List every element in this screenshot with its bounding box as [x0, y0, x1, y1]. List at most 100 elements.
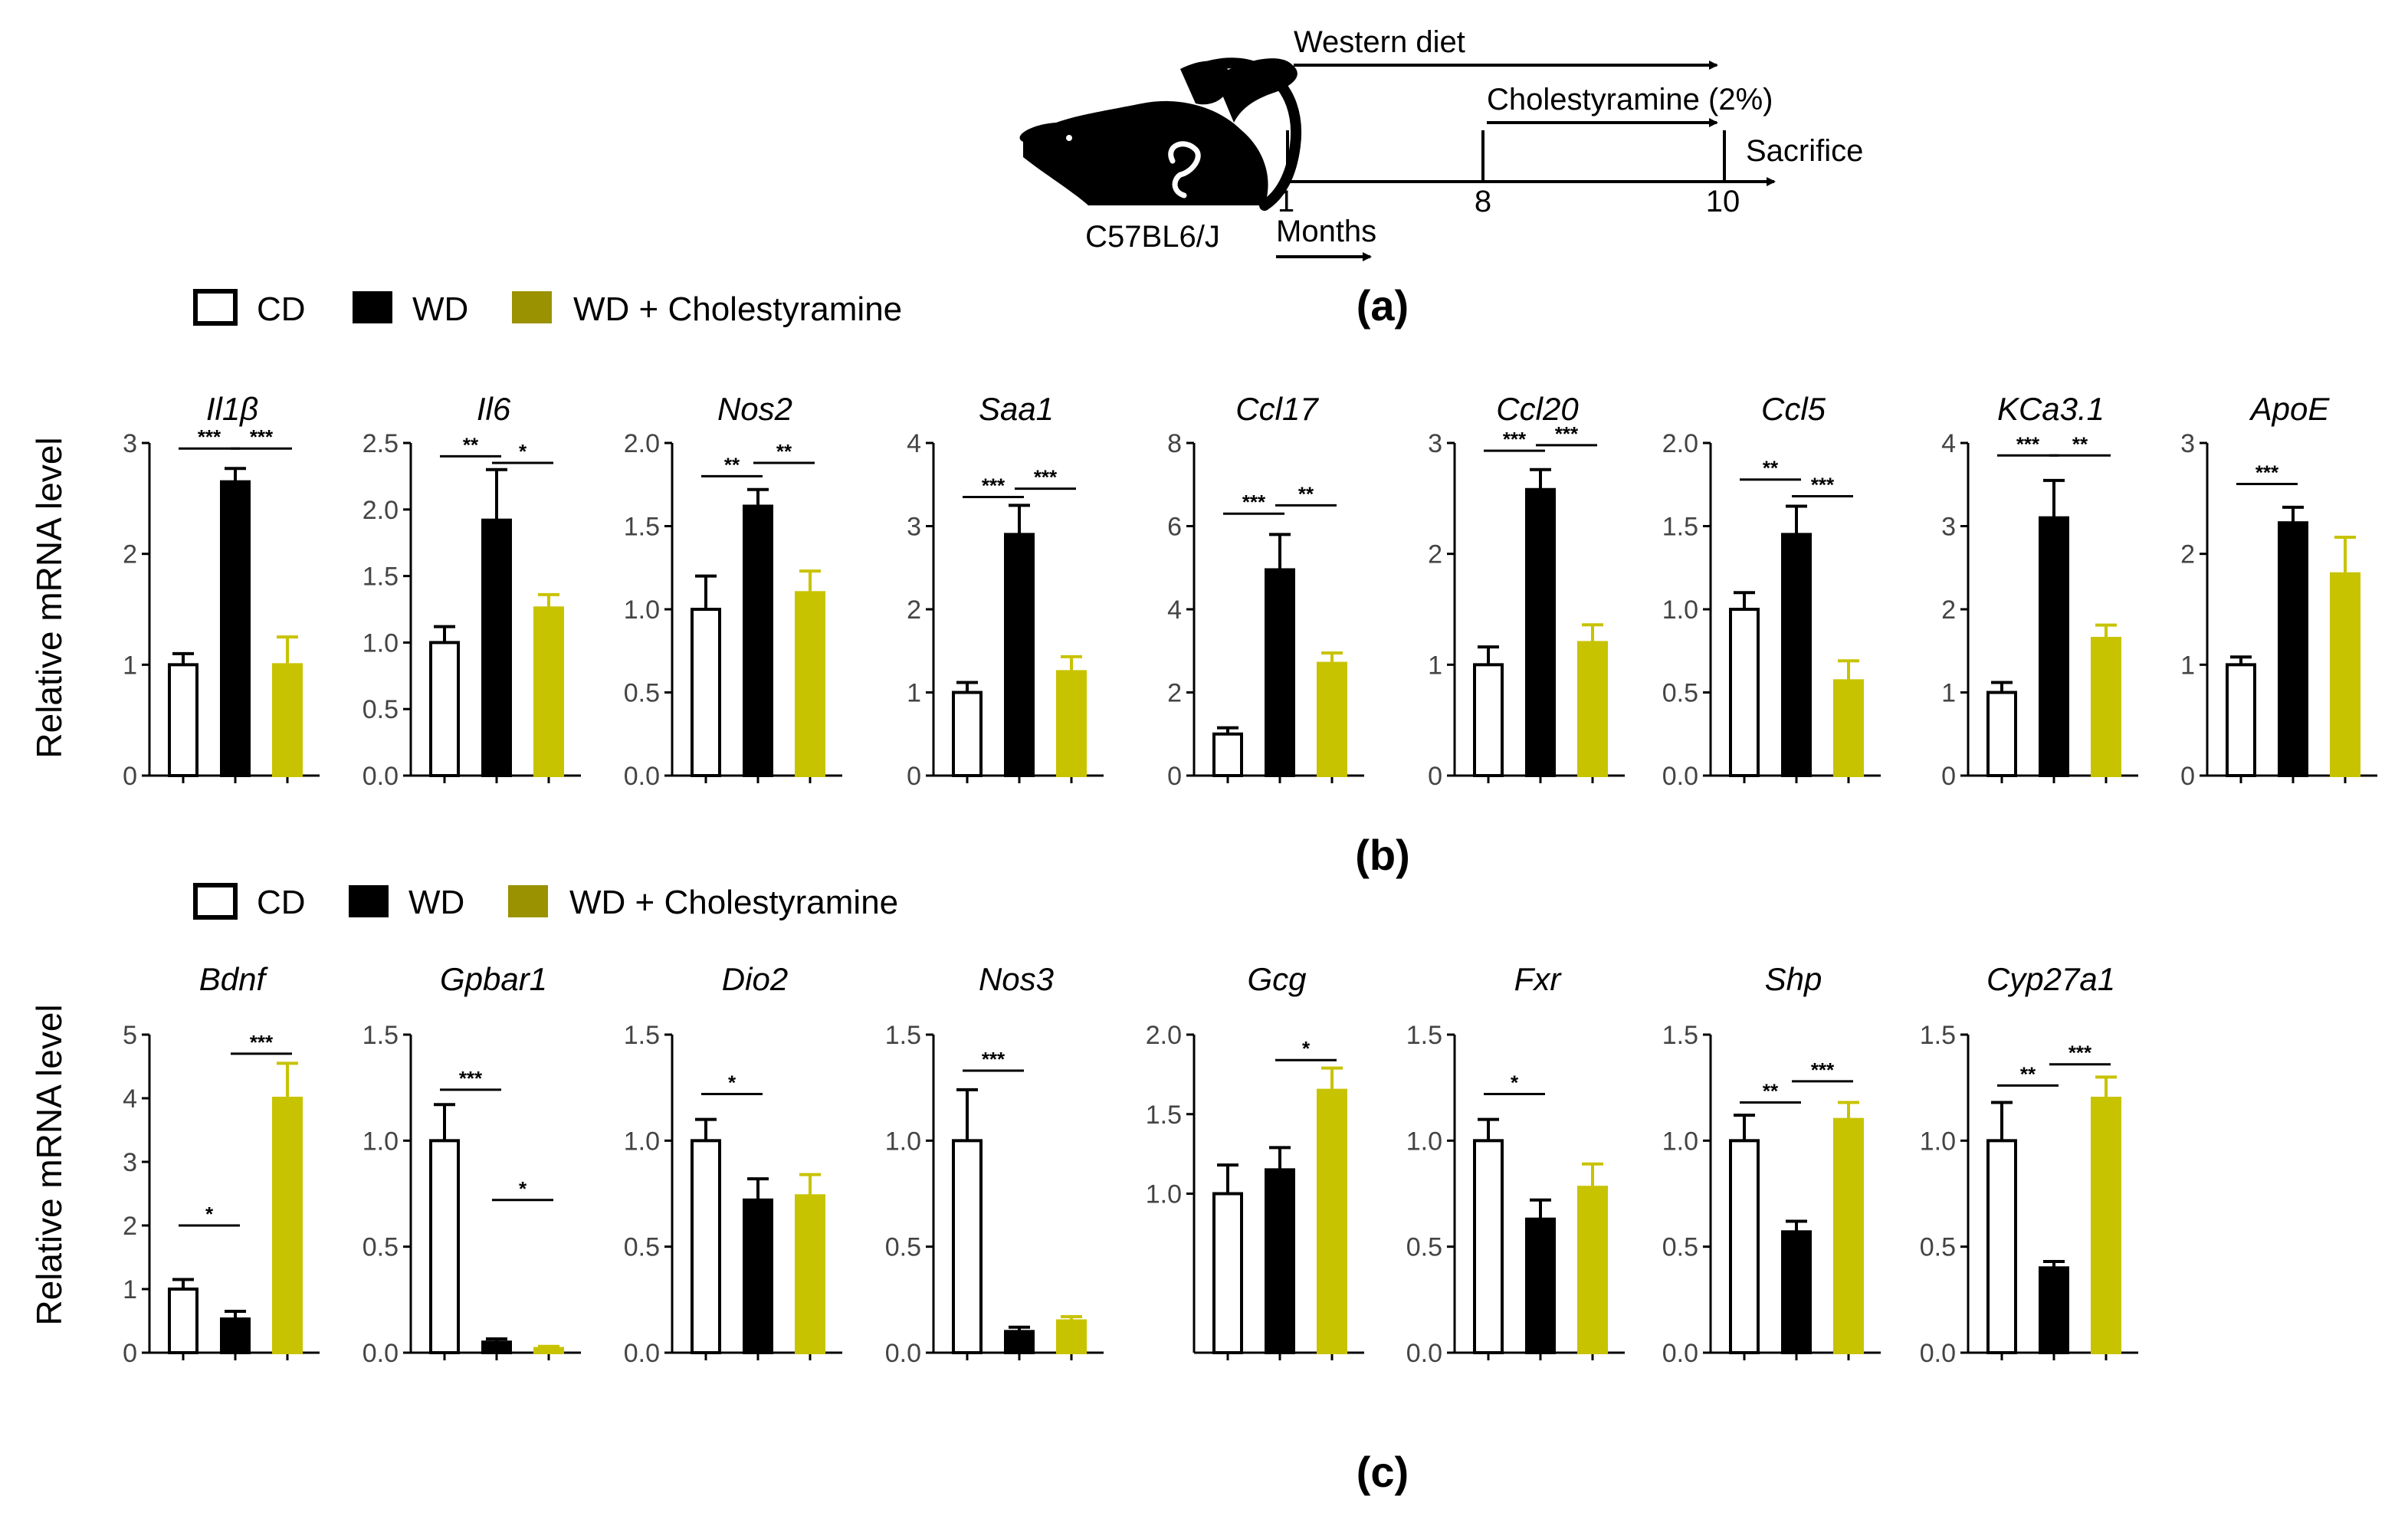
y-tick-label: 1.0: [363, 628, 399, 658]
bar-wd-cholestyramine: [2091, 1097, 2121, 1354]
y-tick-label: 0.0: [1920, 1339, 1956, 1368]
bar-cd: [691, 608, 721, 777]
bar-wd: [220, 480, 251, 778]
sacrifice-label: Sacrifice: [1746, 134, 1863, 168]
legend-c: CD WD WD + Cholestyramine: [193, 883, 898, 921]
chart-title: Dio2: [722, 961, 788, 997]
bar-wd: [220, 1317, 251, 1355]
bar-wd: [2278, 521, 2308, 777]
y-tick-label: 3: [123, 429, 137, 458]
chart-title: Ccl17: [1235, 391, 1319, 427]
bar-wd-cholestyramine: [795, 591, 825, 777]
bar-wd-cholestyramine: [533, 606, 564, 777]
legend-label-cd: CD: [257, 290, 306, 328]
bar-wd-cholestyramine: [1833, 679, 1864, 777]
significance-label: ***: [2016, 432, 2040, 455]
y-tick-label: 1: [1428, 651, 1442, 680]
legend-swatch-chol: [508, 885, 548, 917]
strain-label: C57BL6/J: [1085, 220, 1220, 254]
y-tick-label: 1.0: [1662, 1127, 1698, 1156]
y-tick-label: 1.5: [624, 513, 660, 542]
ylabel-b: Relative mRNA level: [29, 437, 69, 758]
y-tick-label: 0.0: [363, 762, 399, 791]
legend-label-cd: CD: [257, 884, 306, 921]
significance-label: *: [205, 1202, 214, 1225]
y-tick-label: 1.5: [1146, 1101, 1182, 1130]
significance-label: ***: [982, 474, 1006, 497]
y-tick-label: 0.5: [1662, 1233, 1698, 1262]
significance-label: *: [519, 1177, 527, 1200]
y-tick-label: 2.0: [363, 496, 399, 525]
legend-label-chol: WD + Cholestyramine: [573, 290, 902, 328]
y-tick-label: 1.0: [1662, 595, 1698, 625]
y-tick-label: 2.0: [1662, 429, 1698, 458]
y-tick-label: 3: [907, 513, 921, 542]
chart-title: Ccl5: [1761, 391, 1826, 427]
y-tick-label: 1.5: [363, 1021, 399, 1050]
significance-label: ***: [2068, 1042, 2092, 1065]
y-tick-label: 3: [1941, 513, 1956, 542]
y-tick-label: 3: [1428, 429, 1442, 458]
significance-label: ***: [1811, 1058, 1835, 1081]
legend-label-wd: WD: [412, 290, 468, 328]
chart-il1-: Il1β 0 1 2 3 *** ***: [123, 391, 320, 791]
y-tick-label: 8: [1167, 429, 1182, 458]
significance-label: **: [2020, 1062, 2036, 1085]
y-tick-label: 1.0: [885, 1127, 921, 1156]
y-tick-label: 1.5: [1662, 1021, 1698, 1050]
bar-wd: [481, 1340, 512, 1354]
y-tick-label: 5: [123, 1021, 137, 1050]
bar-wd: [481, 518, 512, 777]
y-tick-label: 0.0: [1662, 1339, 1698, 1368]
y-tick-label: 0.0: [624, 762, 660, 791]
chart-ccl20: Ccl20 0 1 2 3 *** ***: [1428, 391, 1625, 791]
bar-cd: [1212, 1192, 1243, 1354]
y-tick-label: 0: [1428, 762, 1442, 791]
y-tick-label: 0.5: [363, 1233, 399, 1262]
significance-label: *: [728, 1071, 737, 1094]
y-tick-label: 0: [123, 1339, 137, 1368]
bar-cd: [168, 1288, 198, 1354]
y-tick-label: 1: [123, 1275, 137, 1304]
bar-wd-cholestyramine: [1577, 641, 1608, 778]
y-tick-label: 0: [123, 762, 137, 791]
chart-saa1: Saa1 0 1 2 3 4 *** ***: [907, 391, 1104, 791]
chart-title: Nos2: [717, 391, 792, 427]
legend-label-chol: WD + Cholestyramine: [569, 884, 898, 921]
y-tick-label: 1.5: [1406, 1021, 1442, 1050]
western-diet-label: Western diet: [1294, 25, 1465, 59]
significance-label: ***: [1503, 428, 1527, 451]
bar-cd: [168, 663, 198, 777]
bar-cd: [691, 1139, 721, 1355]
bar-wd: [1525, 1217, 1556, 1354]
bar-wd-cholestyramine: [1577, 1186, 1608, 1354]
y-tick-label: 3: [123, 1148, 137, 1177]
significance-label: ***: [1242, 490, 1266, 513]
y-tick-label: 0.5: [1920, 1233, 1956, 1262]
significance-label: ***: [1034, 466, 1058, 489]
bar-cd: [952, 691, 983, 777]
legend-swatch-cd: [193, 883, 238, 920]
y-tick-label: 2: [2180, 540, 2195, 569]
bar-wd: [1004, 1330, 1035, 1355]
bar-wd-cholestyramine: [1056, 670, 1087, 777]
bar-wd-cholestyramine: [2330, 572, 2360, 777]
y-tick-label: 2: [907, 595, 921, 625]
y-tick-label: 2.5: [363, 429, 399, 458]
y-tick-label: 2: [1167, 679, 1182, 708]
chart-gcg: Gcg 1.0 1.5 2.0 *: [1146, 961, 1364, 1360]
bar-wd: [2039, 1266, 2069, 1355]
chart-title: Il6: [477, 391, 511, 427]
tick-label-8: 8: [1475, 185, 1491, 218]
y-tick-label: 1.5: [1920, 1021, 1956, 1050]
y-tick-label: 0: [907, 762, 921, 791]
legend-swatch-wd: [349, 885, 389, 917]
chart-title: Nos3: [979, 961, 1054, 997]
bar-cd: [2226, 663, 2256, 777]
